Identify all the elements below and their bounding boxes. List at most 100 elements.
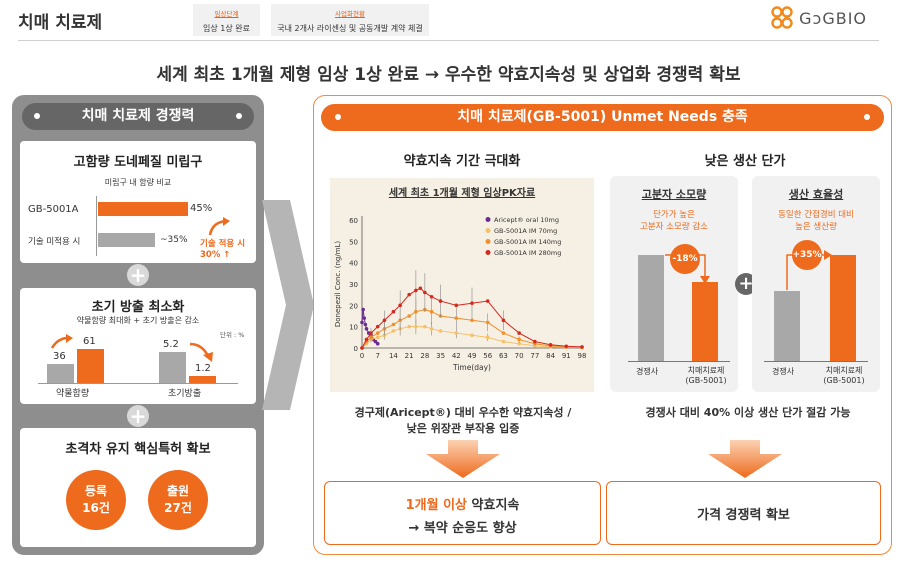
data-point (362, 316, 367, 320)
duration-desc-1: 경구제(Aricept®) 대비 우수한 약효지속성 / (354, 406, 572, 419)
content-card-1: 고함량 도네페질 미립구 미립구 내 함량 비교 GB-5001A 45% 기술… (20, 141, 256, 263)
group2-after-bar (189, 376, 216, 383)
down-arrow-icon (426, 440, 500, 478)
data-point (429, 309, 434, 314)
company-logo: GɔGBIO (770, 6, 867, 30)
row2-label: 기술 미적용 시 (28, 237, 81, 247)
stage-pill: 임상단계 임상 1상 완료 (193, 4, 260, 36)
x-tick-label: 98 (578, 352, 587, 360)
group1-after-value: 61 (83, 336, 96, 347)
plus-icon-3: + (735, 273, 757, 295)
data-point (375, 335, 380, 340)
efficiency-percent-badge: +35% (792, 240, 822, 270)
chart-title: 세계 최초 1개월 제형 임상PK자료 (388, 188, 536, 199)
y-axis-label: Donepezil Conc. (ng/mL) (334, 241, 342, 328)
legend-label-0: Aricept® oral 10mg (494, 216, 559, 224)
group2-label: 초기방출 (168, 389, 202, 399)
polymer-usage-panel: 고분자 소모량 단가가 높은 고분자 소모량 감소 -18% 경쟁사 치매치료제… (610, 176, 738, 392)
unmet-needs-header: 치매 치료제(GB-5001) Unmet Needs 충족 (321, 104, 884, 131)
duration-result-line1: 1개월 이상 약효지속 (325, 494, 600, 513)
logo-text: GɔGBIO (799, 8, 867, 28)
content-card-2-title: 초기 방출 최소화 (91, 300, 185, 315)
duration-result-line2: → 복약 순응도 향상 (408, 521, 517, 536)
production-efficiency-desc-1: 동일한 간접경비 대비 (778, 210, 854, 220)
x-tick-label: 70 (515, 352, 524, 360)
decrease-arrow-icon (189, 342, 213, 362)
transition-arrow-icon (262, 200, 314, 410)
registered-patents-badge: 등록 16건 (66, 470, 126, 530)
data-point (501, 339, 506, 344)
polymer-x-gb5001: 치매치료제 (687, 366, 725, 375)
legend-label-2: GB-5001A IM 140mg (494, 238, 561, 246)
content-card-1-subtitle: 미립구 내 함량 비교 (104, 178, 172, 187)
polymer-usage-desc-1: 단가가 높은 (653, 210, 695, 220)
data-point (454, 303, 459, 308)
stage-pill-value: 임상 1상 완료 (203, 24, 250, 33)
data-point (533, 339, 537, 344)
axis-line (96, 196, 97, 256)
x-tick-label: 63 (499, 352, 508, 360)
data-point (407, 292, 411, 297)
x-tick-label: 49 (468, 352, 477, 360)
y-tick-label: 50 (349, 238, 358, 246)
x-tick-label: 56 (483, 352, 492, 360)
x-axis-label: Time(day) (452, 363, 491, 372)
registered-count: 16건 (82, 501, 110, 515)
duration-result-highlight: 1개월 이상 (405, 498, 468, 513)
row2-value: ~35% (160, 235, 188, 245)
data-point (470, 301, 474, 305)
legend-marker-0 (485, 217, 491, 222)
row1-value: 45% (190, 203, 213, 214)
efficiency-x-competitor: 경쟁사 (772, 367, 795, 376)
data-point (485, 299, 490, 303)
business-pill: 사업화현황 국내 2개사 라이센싱 및 공동개발 계약 체결 (271, 4, 429, 36)
efficiency-competitor-bar (774, 291, 800, 361)
data-point (375, 331, 380, 335)
data-point (363, 322, 368, 327)
stage-pill-key: 임상단계 (214, 10, 239, 18)
efficiency-baseline (764, 361, 868, 362)
polymer-percent-badge: -18% (670, 244, 700, 274)
cost-title: 낮은 생산 단가 (704, 154, 786, 169)
filed-count: 27건 (164, 501, 192, 515)
data-point (391, 329, 396, 333)
logo-mark-icon (771, 6, 793, 29)
legend-label-1: GB-5001A IM 70mg (494, 227, 557, 235)
x-tick-label: 28 (420, 352, 429, 360)
headline: 세계 최초 1개월 제형 임상 1상 완료 → 우수한 약효지속성 및 상업화 … (156, 65, 741, 85)
cost-result-box: 가격 경쟁력 확보 (606, 481, 881, 545)
legend-marker-3 (485, 250, 491, 255)
business-pill-key: 사업화현황 (335, 10, 365, 18)
group2-before-value: 5.2 (163, 339, 179, 350)
data-point (548, 343, 553, 347)
polymer-competitor-bar (638, 255, 664, 361)
data-point (470, 318, 474, 323)
data-point (364, 337, 369, 342)
x-tick-label: 35 (436, 352, 445, 360)
data-point (369, 331, 373, 335)
header-dot-left (34, 113, 40, 119)
data-point (382, 318, 387, 323)
y-tick-label: 30 (349, 281, 358, 289)
group2-before-bar (159, 352, 186, 383)
data-point (418, 286, 423, 291)
content-card-3-title: 초격차 유지 핵심특허 확보 (65, 442, 211, 457)
polymer-usage-desc-2: 고분자 소모량 감소 (640, 222, 708, 232)
data-point (517, 341, 521, 346)
filed-label: 출원 (166, 484, 190, 498)
pk-chart-box (330, 178, 594, 392)
data-point (564, 344, 569, 349)
business-pill-value: 국내 2개사 라이센싱 및 공동개발 계약 체결 (277, 24, 423, 33)
data-point (391, 322, 396, 327)
data-point (501, 318, 506, 323)
data-point (423, 324, 427, 329)
cost-result-text: 가격 경쟁력 확보 (697, 508, 790, 523)
group1-before-value: 36 (53, 351, 66, 362)
group1-after-bar (77, 349, 104, 383)
plus-icon: + (127, 264, 149, 286)
header-dot-right (236, 113, 242, 119)
data-point (470, 333, 474, 337)
data-point (398, 303, 402, 308)
series-line-3 (361, 287, 583, 349)
duration-desc-2: 낮은 위장관 부작용 입증 (406, 422, 520, 435)
